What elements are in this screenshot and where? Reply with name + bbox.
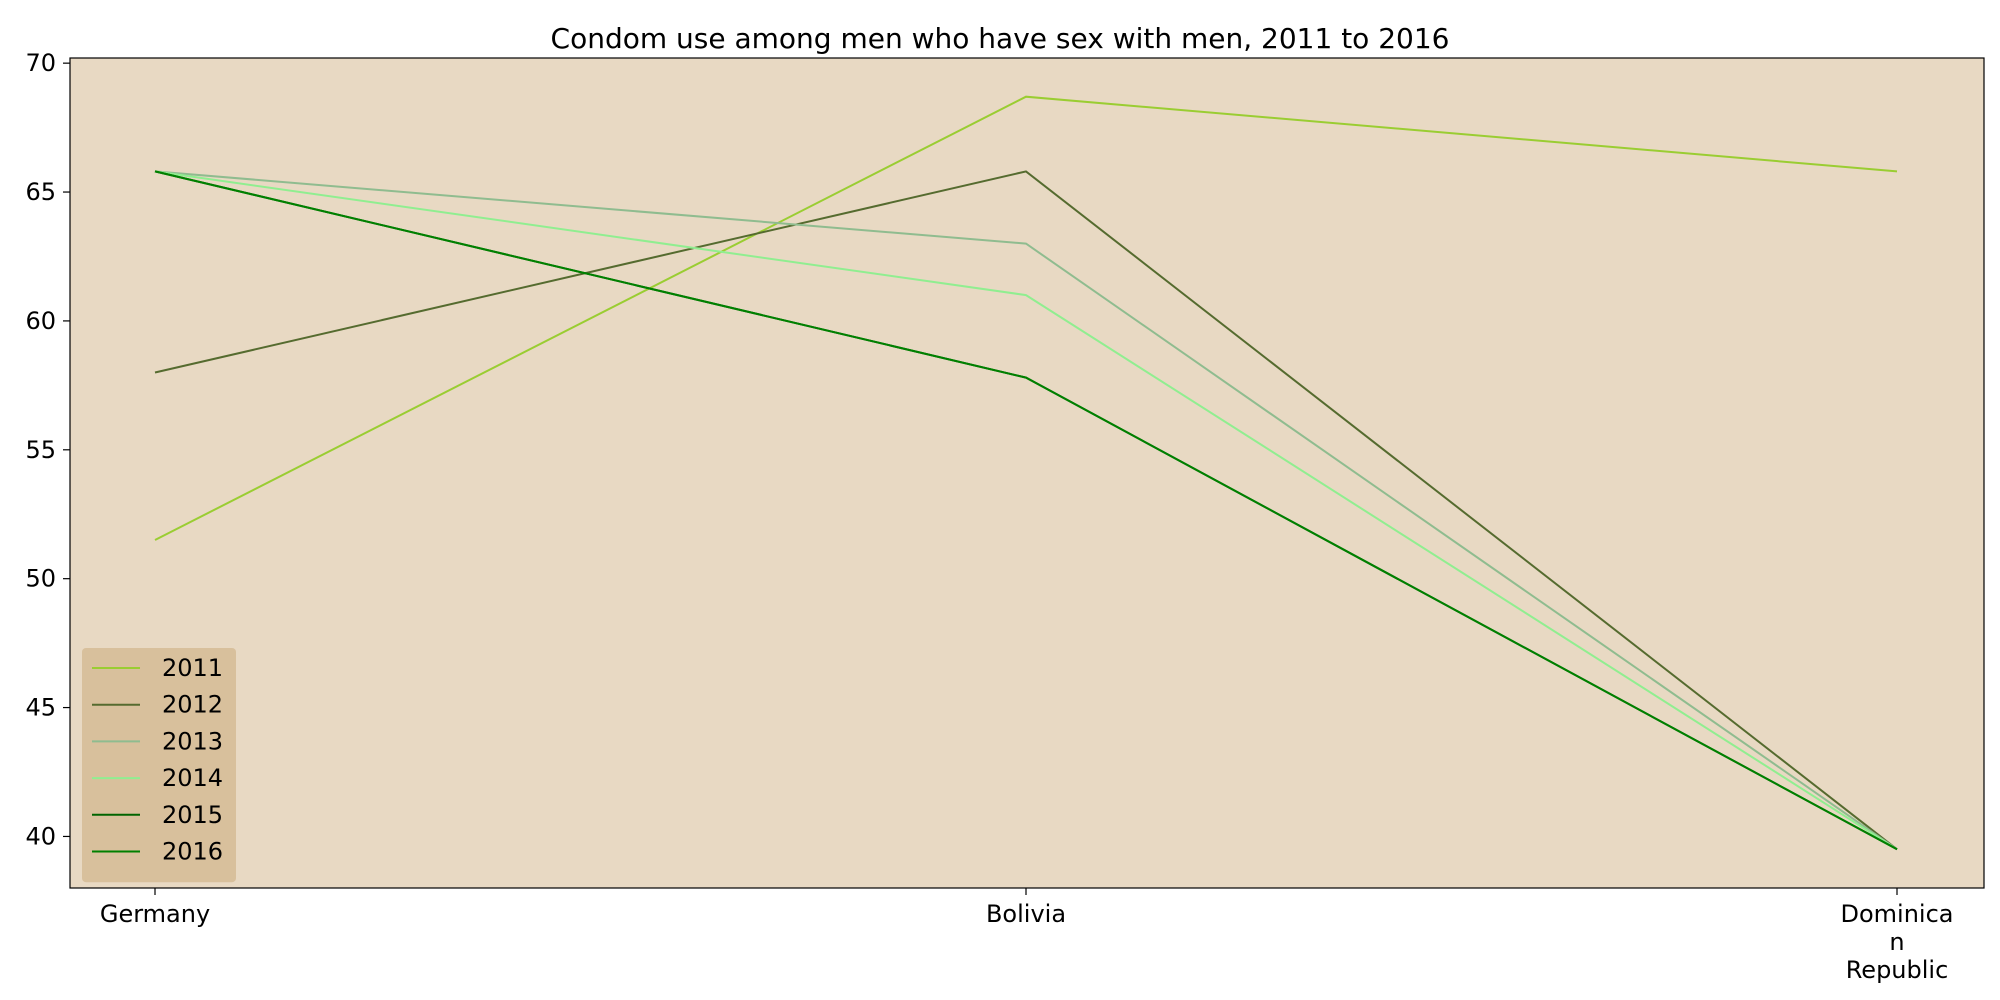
legend-label-2012[interactable]: 2012	[162, 691, 223, 719]
y-axis: 40 45 50 55 60 65 70	[25, 49, 70, 850]
legend-label-2014[interactable]: 2014	[162, 764, 223, 792]
series-layer	[154, 95, 1898, 851]
legend-label-2011[interactable]: 2011	[162, 654, 223, 682]
legend[interactable]: 2011 2012 2013 2014 2015 2016	[82, 648, 236, 883]
plot-frame	[69, 57, 1985, 889]
legend-box	[82, 648, 236, 883]
series-line-2011	[154, 95, 1898, 541]
legend-label-2015[interactable]: 2015	[162, 801, 223, 829]
x-tick-label: Bolivia	[986, 900, 1066, 928]
y-tick-label: 55	[25, 436, 56, 464]
legend-label-2016[interactable]: 2016	[162, 838, 223, 866]
x-tick-label: Dominica n Republic	[1841, 900, 1954, 984]
series-line-2012	[154, 170, 1898, 851]
series-line-2016	[154, 170, 1898, 851]
y-tick-label: 65	[25, 178, 56, 206]
y-tick-label: 50	[25, 565, 56, 593]
y-tick-label: 70	[25, 49, 56, 77]
y-tick-label: 40	[25, 822, 56, 850]
x-tick-label: Germany	[100, 900, 210, 928]
y-tick-label: 60	[25, 307, 56, 335]
plot-area	[70, 58, 1984, 888]
x-axis: Germany Bolivia Dominica n Republic	[100, 888, 1954, 984]
series-line-2013	[154, 170, 1898, 851]
y-tick-label: 45	[25, 694, 56, 722]
legend-label-2013[interactable]: 2013	[162, 727, 223, 755]
series-line-2014	[154, 170, 1898, 851]
chart-title: Condom use among men who have sex with m…	[551, 22, 1450, 55]
